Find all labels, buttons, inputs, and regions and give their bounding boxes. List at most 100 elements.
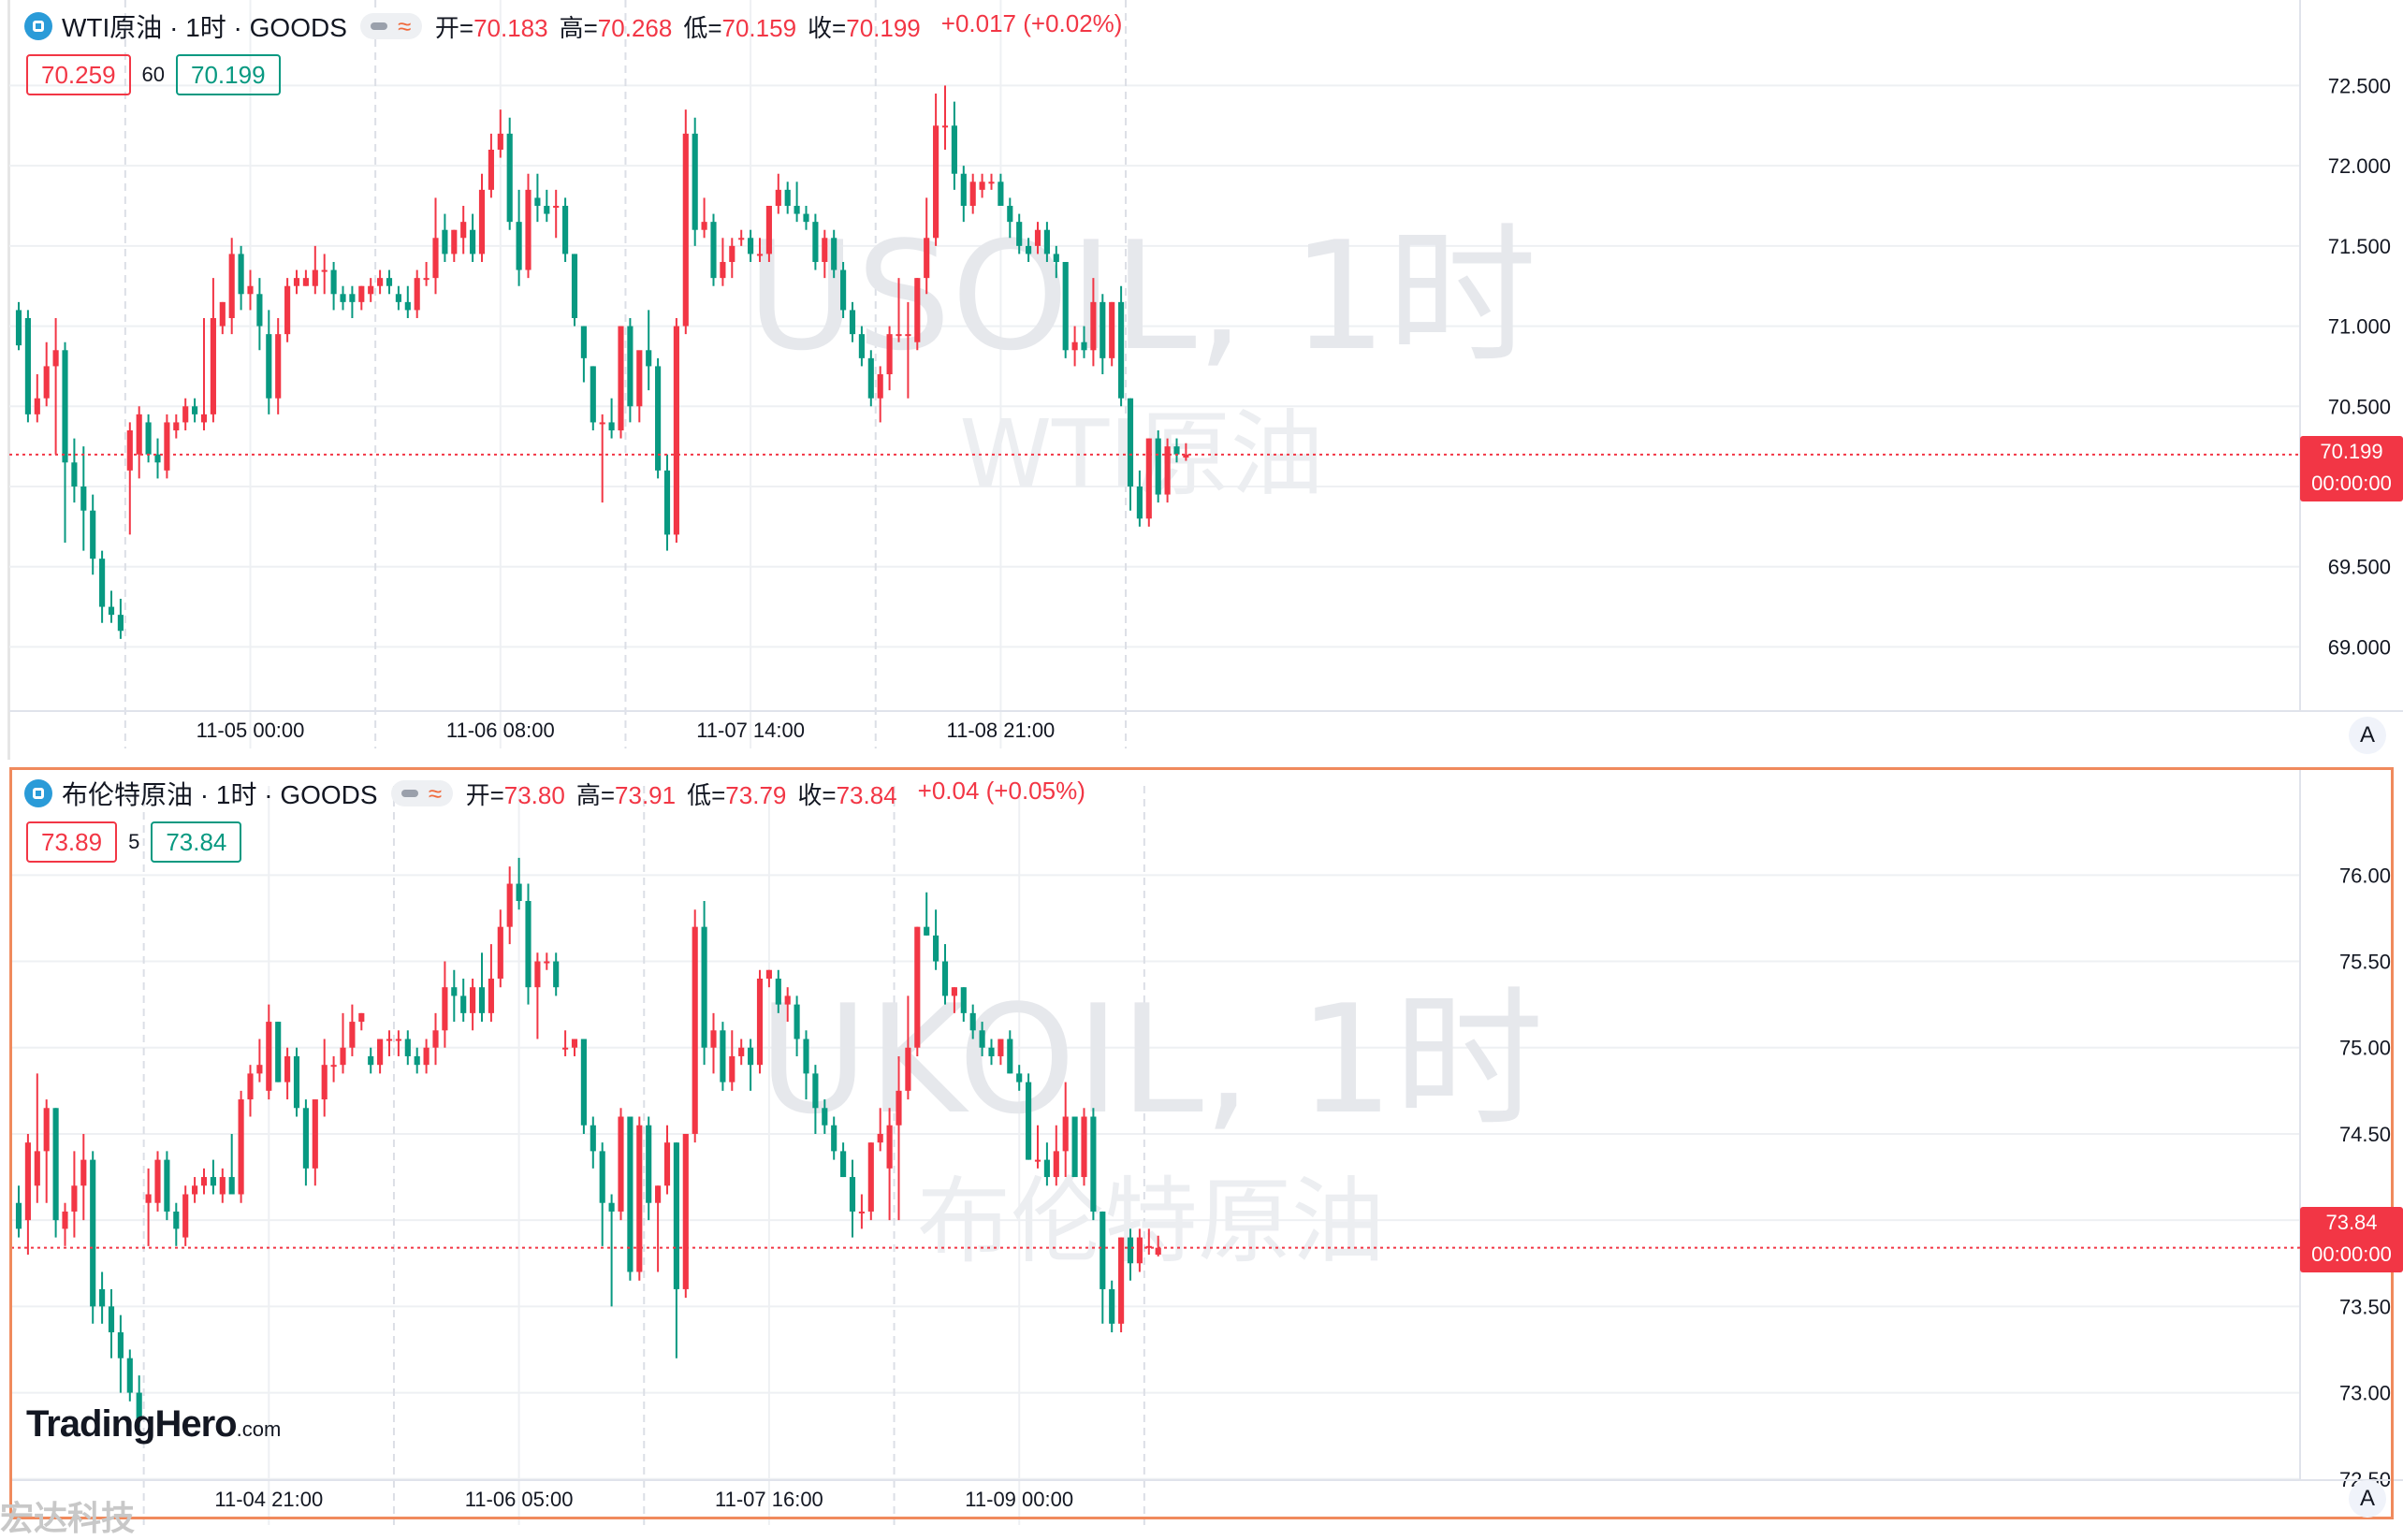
candle-body bbox=[164, 1159, 170, 1212]
candle bbox=[1016, 213, 1023, 254]
candle bbox=[525, 173, 532, 279]
candle-body bbox=[330, 269, 337, 295]
candle-body bbox=[52, 350, 59, 367]
wti-chart-pane[interactable]: 69.00069.50070.00070.50071.00071.50072.0… bbox=[0, 0, 2403, 767]
candle-body bbox=[136, 414, 142, 455]
symbol-logo-icon[interactable] bbox=[24, 779, 52, 807]
sell-price-button[interactable]: 73.89 bbox=[26, 821, 118, 863]
candle bbox=[590, 366, 596, 430]
y-tick-label: 72.000 bbox=[2328, 154, 2391, 178]
y-tick-label: 75.00 bbox=[2339, 1037, 2391, 1060]
candle bbox=[1043, 1142, 1050, 1186]
brent-candlestick-chart[interactable]: 72.5073.0073.5074.0074.5075.0075.5076.00… bbox=[0, 767, 2403, 1527]
legend-toggle[interactable]: ≈ bbox=[359, 13, 422, 39]
candle-body bbox=[941, 961, 949, 996]
candle bbox=[386, 1030, 393, 1056]
buy-price-button[interactable]: 70.199 bbox=[176, 54, 281, 95]
candle-body bbox=[933, 935, 939, 962]
candle bbox=[284, 1047, 291, 1100]
candle bbox=[924, 197, 930, 295]
candle bbox=[460, 206, 467, 254]
candle bbox=[618, 326, 624, 439]
candle-body bbox=[692, 926, 698, 1134]
candle-body bbox=[896, 334, 902, 337]
candle-body bbox=[608, 1202, 615, 1212]
candle bbox=[748, 229, 754, 262]
candle bbox=[720, 238, 726, 286]
candle bbox=[247, 269, 254, 311]
candle bbox=[775, 173, 781, 214]
wti-legend: WTI原油 · 1时 · GOODS ≈ 开=70.183 高=70.268 低… bbox=[24, 7, 1122, 45]
candle-body bbox=[914, 926, 921, 1048]
candle bbox=[663, 454, 671, 551]
wti-candlestick-chart[interactable]: 69.00069.50070.00070.50071.00071.50072.0… bbox=[0, 0, 2403, 767]
candle-body bbox=[312, 269, 318, 286]
candle bbox=[108, 1288, 115, 1358]
candle bbox=[1026, 238, 1032, 262]
candle-body bbox=[15, 310, 22, 346]
candle-body bbox=[998, 1039, 1004, 1056]
candle bbox=[562, 1030, 569, 1056]
candle bbox=[1007, 1030, 1013, 1074]
candle-body bbox=[219, 301, 226, 327]
candle bbox=[1136, 470, 1143, 527]
candle-body bbox=[599, 422, 605, 425]
candle bbox=[822, 1099, 828, 1134]
candle-body bbox=[470, 229, 476, 254]
candle bbox=[432, 1012, 439, 1066]
buy-price-button[interactable]: 73.84 bbox=[151, 821, 242, 863]
candle-body bbox=[765, 206, 772, 254]
candle bbox=[516, 857, 522, 910]
auto-scale-button[interactable]: A bbox=[2349, 1480, 2386, 1518]
candle-body bbox=[1062, 262, 1069, 351]
candle-body bbox=[1136, 1237, 1143, 1264]
candle bbox=[192, 398, 198, 423]
candle-body bbox=[506, 133, 513, 223]
candle bbox=[80, 1133, 87, 1221]
candle bbox=[238, 1090, 244, 1203]
candle bbox=[553, 952, 560, 996]
candle-body bbox=[646, 350, 652, 367]
candle-body bbox=[867, 357, 874, 399]
candle bbox=[710, 1012, 717, 1074]
candle-body bbox=[627, 326, 634, 407]
candle bbox=[219, 1168, 226, 1203]
brent-chart-pane[interactable]: 72.5073.0073.5074.0074.5075.0075.5076.00… bbox=[0, 767, 2403, 1527]
candle-body bbox=[775, 978, 781, 1005]
low-label: 低= bbox=[687, 780, 726, 809]
legend-toggle[interactable]: ≈ bbox=[390, 780, 453, 806]
candle bbox=[933, 909, 939, 970]
candle-body bbox=[210, 318, 216, 414]
candle-body bbox=[321, 269, 328, 272]
symbol-logo-icon[interactable] bbox=[24, 12, 52, 40]
candle-body bbox=[701, 926, 707, 1048]
candle bbox=[534, 952, 541, 1039]
candle-body bbox=[80, 1159, 87, 1186]
y-tick-label: 72.500 bbox=[2328, 74, 2391, 97]
candle-body bbox=[154, 1159, 161, 1203]
auto-scale-button[interactable]: A bbox=[2349, 717, 2386, 754]
brent-last-price-tag: 73.84 00:00:00 bbox=[2300, 1207, 2403, 1272]
candle bbox=[673, 1142, 679, 1358]
candle bbox=[395, 285, 401, 311]
candle-body bbox=[395, 1039, 401, 1041]
candle-body bbox=[302, 278, 309, 286]
candle bbox=[960, 987, 967, 1023]
candle-body bbox=[525, 900, 532, 988]
candle-body bbox=[580, 1039, 587, 1126]
wti-symbol-title[interactable]: WTI原油 · 1时 · GOODS bbox=[62, 13, 347, 42]
candle bbox=[849, 301, 856, 342]
candle-body bbox=[1043, 1159, 1050, 1178]
candle-body bbox=[765, 969, 772, 979]
candle-body bbox=[451, 987, 458, 996]
brent-legend: 布伦特原油 · 1时 · GOODS ≈ 开=73.80 高=73.91 低=7… bbox=[24, 775, 1085, 812]
close-label: 收= bbox=[808, 13, 847, 42]
sell-price-button[interactable]: 70.259 bbox=[26, 54, 131, 95]
candle-body bbox=[636, 1125, 643, 1272]
brent-symbol-title[interactable]: 布伦特原油 · 1时 · GOODS bbox=[62, 780, 378, 809]
candle-body bbox=[275, 334, 282, 399]
candle-body bbox=[1109, 301, 1115, 358]
candle-body bbox=[1034, 1159, 1041, 1162]
candle-body bbox=[1136, 487, 1143, 519]
candle bbox=[663, 1125, 671, 1195]
